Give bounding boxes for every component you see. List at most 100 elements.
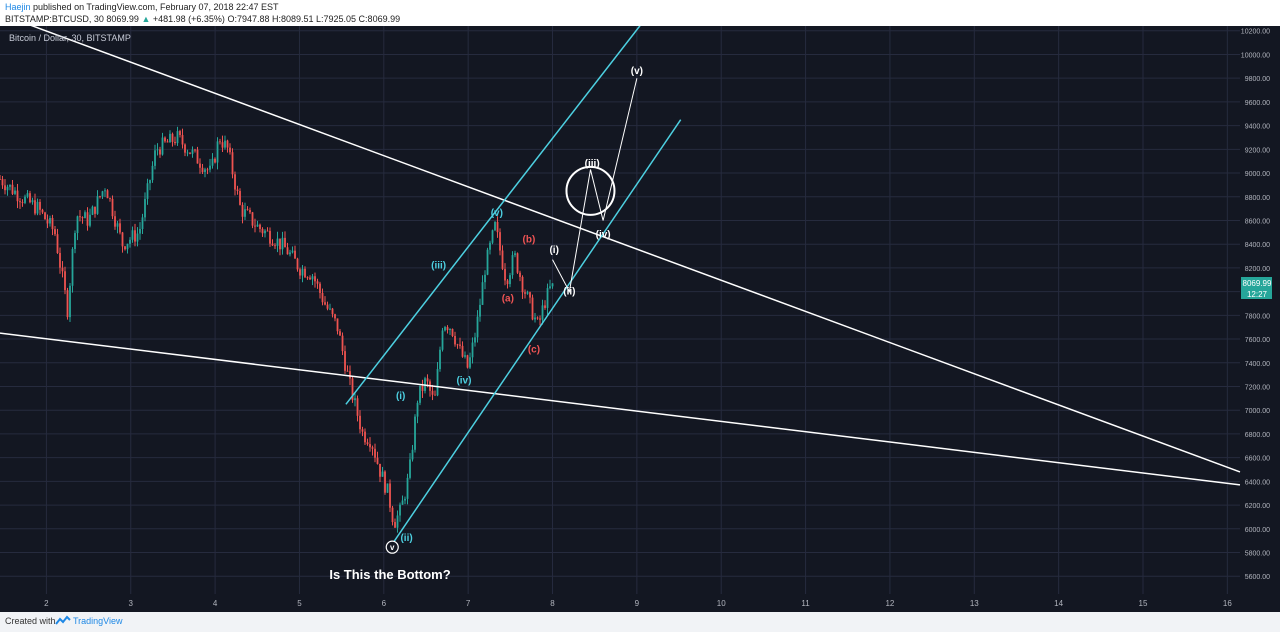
candle-body <box>139 228 141 234</box>
candle-body <box>116 223 119 227</box>
candle-body <box>14 190 16 194</box>
candle-body <box>246 209 249 211</box>
tradingview-brand-link[interactable]: TradingView <box>73 616 123 626</box>
candle-body <box>1 179 4 186</box>
candle-body <box>444 327 446 331</box>
y-tick-label: 6600.00 <box>1245 456 1270 463</box>
price-change: +481.98 (+6.35%) <box>152 14 225 24</box>
candle-body <box>334 314 336 319</box>
candle-body <box>439 349 441 370</box>
candle-body <box>166 141 169 143</box>
candle-body <box>419 385 421 403</box>
candle-body <box>406 477 409 499</box>
candle-body <box>134 230 136 242</box>
candle-body <box>151 165 154 181</box>
price-chart[interactable]: (i) (ii) (iii) (iv) (v) (a) (b) (c) (i) (ii) (iii)… <box>0 26 1280 612</box>
candle-body <box>411 449 414 460</box>
candle-body <box>311 276 314 280</box>
y-tick-label: 9400.00 <box>1245 124 1270 131</box>
candle-body <box>414 416 416 450</box>
candle-body <box>66 290 69 318</box>
y-tick-label: 7600.00 <box>1245 337 1270 344</box>
candle-body <box>209 165 211 170</box>
candle-body <box>266 230 269 232</box>
y-tick-label: 7000.00 <box>1245 408 1270 415</box>
candle-body <box>34 200 36 214</box>
candle-body <box>74 233 76 250</box>
candle-body <box>384 471 386 493</box>
candle-body <box>489 242 491 250</box>
wave-iii-circle-marker <box>565 165 616 216</box>
candle-body <box>184 144 186 153</box>
y-tick-label: 5800.00 <box>1245 550 1270 557</box>
last-price-tag-label: 8069.99 <box>1243 279 1272 288</box>
up-arrow-icon: ▲ <box>141 14 151 24</box>
candle-body <box>524 292 526 294</box>
candle-body <box>29 193 31 203</box>
author-link[interactable]: Haejin <box>5 2 31 12</box>
candle-body <box>506 280 509 285</box>
candle-body <box>274 245 276 247</box>
candle-body <box>321 292 324 303</box>
candle-body <box>64 271 66 291</box>
candle-body <box>199 163 201 168</box>
candle-body <box>401 500 404 505</box>
candle-body <box>481 282 484 305</box>
candle-body <box>16 190 19 202</box>
candle-body <box>261 228 264 234</box>
candle-body <box>144 198 146 218</box>
candle-body <box>456 344 459 346</box>
candle-body <box>181 135 184 145</box>
y-tick-label: 6400.00 <box>1245 479 1270 486</box>
wave-labels: (i) (ii) (iii) (iv) (v) (a) (b) (c) (i) (ii) (iii)… <box>385 66 643 554</box>
candle-body <box>531 297 534 320</box>
candle-body <box>536 317 539 319</box>
candle-body <box>156 149 159 151</box>
projection <box>552 78 638 294</box>
candle-body <box>146 183 149 199</box>
upper-trendline <box>30 26 1241 473</box>
candle-body <box>81 217 84 219</box>
candle-body <box>356 398 359 416</box>
candle-body <box>486 249 489 275</box>
candle-body <box>254 225 256 227</box>
candle-body <box>149 180 151 184</box>
candle-body <box>6 186 9 191</box>
x-tick-label: 6 <box>382 599 387 608</box>
candle-body <box>174 141 176 144</box>
candle-body <box>19 201 21 203</box>
candle-body <box>366 442 369 445</box>
candle-body <box>11 184 14 194</box>
candle-body <box>511 255 514 276</box>
y-tick-label: 6200.00 <box>1245 503 1270 510</box>
price-axis[interactable] <box>1240 26 1280 612</box>
candle-body <box>316 281 319 284</box>
candle-body <box>479 304 481 317</box>
candle-body <box>374 448 376 458</box>
grid <box>0 26 1240 594</box>
candle-body <box>214 158 216 163</box>
candle-body <box>4 185 6 191</box>
y-tick-label: 8200.00 <box>1245 266 1270 273</box>
y-tick-label: 9000.00 <box>1245 171 1270 178</box>
candle-body <box>301 268 304 276</box>
candle-body <box>519 272 521 277</box>
candle-body <box>26 193 29 197</box>
candle-body <box>504 268 506 281</box>
candle-body <box>296 258 299 270</box>
candle-body <box>231 152 234 175</box>
wave-label: (ii) <box>563 286 575 297</box>
candle-body <box>119 223 121 233</box>
candle-body <box>371 447 374 449</box>
y-tick-label: 9800.00 <box>1245 76 1270 83</box>
candle-body <box>186 152 189 154</box>
candle-body <box>106 190 109 199</box>
y-tick-label: 7400.00 <box>1245 361 1270 368</box>
y-tick-label: 7200.00 <box>1245 384 1270 391</box>
candle-body <box>309 277 311 280</box>
candle-body <box>31 200 34 203</box>
time-axis[interactable] <box>0 594 1240 612</box>
candle-body <box>56 234 59 253</box>
x-tick-label: 12 <box>885 599 894 608</box>
candle-body <box>101 191 104 197</box>
